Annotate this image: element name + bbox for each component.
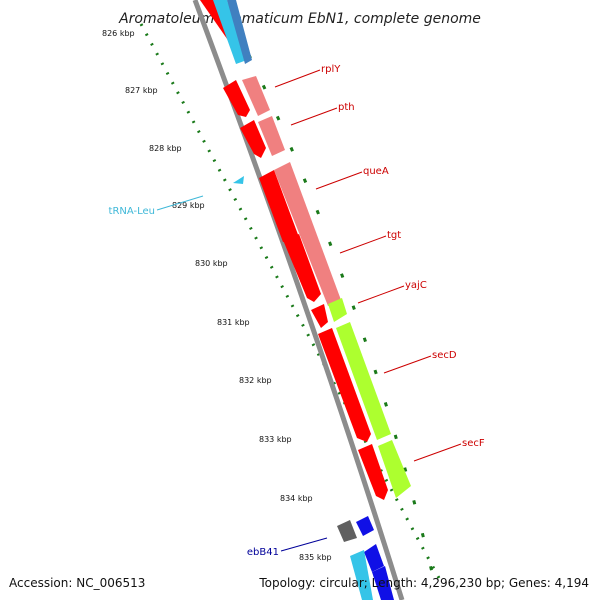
gene-cyan-lower	[350, 550, 373, 600]
gene-label-pth: pth	[338, 102, 355, 113]
gene-labels: rplY pth queA tgt yajC secD secF tRNA-Le…	[109, 64, 485, 558]
leader-pth	[290, 107, 338, 126]
cds-arrow	[240, 120, 266, 158]
kbp-tick-labels: 826 kbp 827 kbp 828 kbp 829 kbp 830 kbp …	[102, 29, 332, 562]
leader-trna-leu	[156, 195, 204, 211]
tick-label-832kbp: 832 kbp	[239, 376, 272, 385]
gene-label-yajc: yajC	[405, 280, 427, 291]
tick-label-826kbp: 826 kbp	[102, 29, 135, 38]
leader-tgt	[339, 235, 387, 254]
leader-ebb41	[280, 537, 328, 552]
tick-label-831kbp: 831 kbp	[217, 318, 250, 327]
cds-arrow	[242, 76, 270, 116]
genome-title: Aromatoleum aromaticum EbN1, complete ge…	[118, 11, 481, 27]
trna-marker	[233, 176, 244, 184]
cds-arrow	[358, 444, 388, 500]
tick-label-829kbp: 829 kbp	[172, 201, 205, 210]
cds-arrow	[311, 304, 328, 328]
cds-arrow	[227, 0, 252, 64]
cds-arrow	[259, 170, 300, 242]
gene-blue	[356, 516, 374, 536]
tick-label-834kbp: 834 kbp	[280, 494, 313, 503]
cds-arrow	[283, 234, 321, 302]
gene-blue-lower	[364, 544, 384, 572]
cds-arrow	[318, 328, 371, 442]
cds-arrow	[213, 0, 247, 64]
gene-label-leaders	[156, 69, 462, 552]
leader-secd	[383, 355, 432, 374]
gene-label-tgt: tgt	[387, 230, 401, 241]
gene-label-ebb41: ebB41	[247, 547, 279, 558]
gene-label-trna-leu: tRNA-Leu	[109, 206, 155, 217]
gene-label-secf: secF	[462, 438, 485, 449]
gene-label-rply: rplY	[321, 64, 341, 75]
cds-arrow	[223, 80, 250, 117]
tick-label-830kbp: 830 kbp	[195, 259, 228, 268]
gene-label-secd: secD	[432, 350, 457, 361]
cds-arrow	[258, 116, 285, 156]
gene-label-quea: queA	[363, 166, 389, 177]
tick-label-833kbp: 833 kbp	[259, 435, 292, 444]
leader-rply	[274, 69, 321, 88]
tick-label-827kbp: 827 kbp	[125, 86, 158, 95]
tick-label-835kbp: 835 kbp	[299, 553, 332, 562]
tick-label-828kbp: 828 kbp	[149, 144, 182, 153]
cds-arrow	[274, 162, 341, 306]
leader-secf	[413, 443, 462, 462]
accession-text: Accession: NC_006513	[9, 576, 145, 590]
gene-dark	[337, 520, 357, 542]
cds-track-outer	[213, 0, 411, 498]
cds-arrow	[328, 298, 347, 322]
leader-yajc	[357, 285, 405, 304]
genome-summary-text: Topology: circular; Length: 4,296,230 bp…	[258, 576, 589, 590]
cds-arrow	[336, 322, 391, 440]
gene-blue-lowest	[372, 566, 394, 600]
leader-quea	[315, 171, 363, 190]
cds-arrow	[378, 440, 411, 498]
cds-track-inner	[200, 0, 388, 500]
